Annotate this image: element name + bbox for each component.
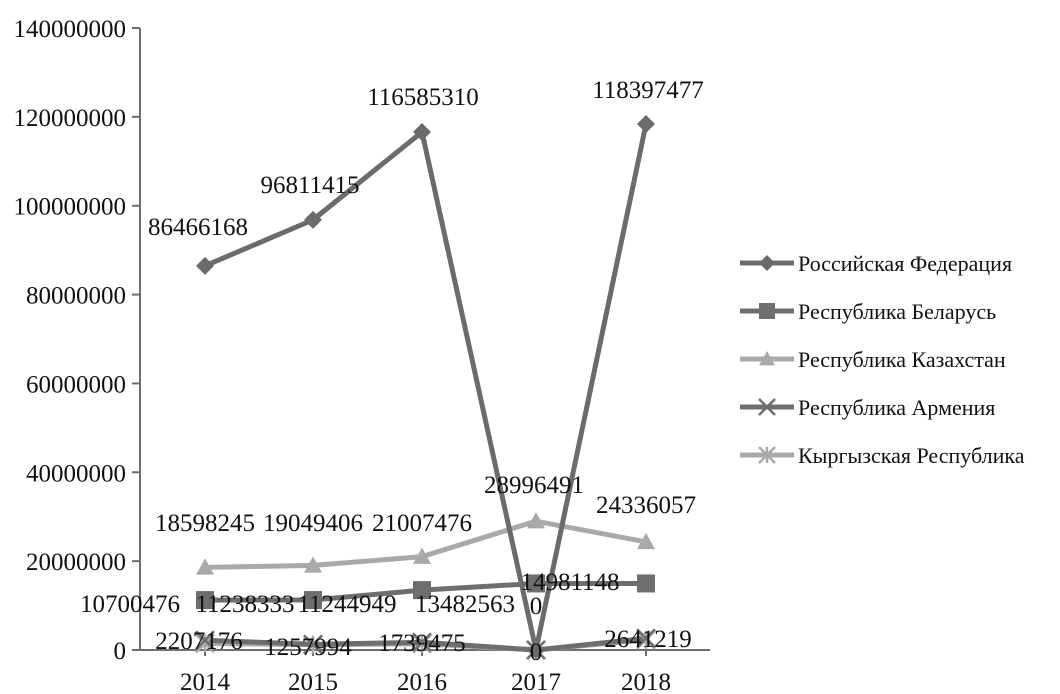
data-label: 28996491 bbox=[484, 472, 584, 499]
series-point bbox=[304, 210, 322, 229]
legend-item: Республика Беларусь bbox=[740, 299, 996, 324]
series-point bbox=[527, 641, 545, 659]
series-point bbox=[527, 512, 545, 529]
data-label: 96811415 bbox=[260, 172, 359, 199]
data-label: 18598245 bbox=[155, 510, 255, 537]
data-label: 0 bbox=[530, 639, 543, 666]
y-tick-label: 100000000 bbox=[14, 194, 127, 221]
y-tick-label: 0 bbox=[114, 638, 127, 665]
series-point bbox=[412, 632, 432, 653]
series-point bbox=[637, 532, 655, 550]
data-label: 118397477 bbox=[592, 77, 704, 104]
series-point bbox=[196, 558, 214, 575]
data-label: 10700476 bbox=[80, 591, 180, 618]
series-point bbox=[637, 114, 655, 133]
legend-marker bbox=[759, 303, 775, 319]
y-tick-label: 60000000 bbox=[26, 371, 126, 398]
data-label: 0 bbox=[530, 593, 543, 620]
series-point bbox=[196, 591, 214, 610]
series-point bbox=[413, 123, 431, 142]
data-label: 2207176 bbox=[155, 628, 243, 655]
legend-item: Российская Федерация bbox=[740, 251, 1012, 276]
series-markers bbox=[195, 114, 656, 660]
data-label: 13482563 bbox=[415, 591, 515, 618]
legend-item: Республика Армения bbox=[740, 395, 995, 420]
series-point bbox=[304, 591, 322, 610]
data-label: 1257994 bbox=[264, 634, 352, 661]
legend-marker bbox=[758, 398, 776, 416]
x-tick-label: 2015 bbox=[288, 669, 338, 694]
x-tick-label: 2017 bbox=[511, 669, 561, 694]
x-tick-label: 2014 bbox=[180, 669, 231, 694]
series-point bbox=[195, 630, 215, 651]
legend-label: Кыргызская Республика bbox=[798, 443, 1025, 468]
legend-item: Кыргызская Республика bbox=[740, 443, 1025, 468]
series-point bbox=[637, 574, 655, 593]
x-tick-label: 2016 bbox=[397, 669, 447, 694]
data-labels: 86466168 96811415 116585310 118397477 112383… bbox=[80, 77, 704, 666]
y-tick-label: 80000000 bbox=[26, 283, 126, 310]
y-tick-label: 120000000 bbox=[14, 105, 127, 132]
y-tick-label: 140000000 bbox=[14, 16, 127, 43]
series-point bbox=[413, 581, 431, 600]
legend-label: Республика Казахстан bbox=[798, 347, 1006, 372]
data-label: 116585310 bbox=[367, 84, 479, 111]
data-label: 86466168 bbox=[148, 214, 248, 241]
y-tick-label: 20000000 bbox=[26, 549, 126, 576]
legend-marker bbox=[759, 351, 775, 366]
data-label: 2641219 bbox=[604, 626, 692, 653]
series-point bbox=[413, 547, 431, 564]
legend-label: Российская Федерация bbox=[798, 251, 1012, 276]
data-label: 21007476 bbox=[372, 510, 472, 537]
data-label: 14981148 bbox=[520, 569, 619, 596]
series-point bbox=[527, 574, 545, 593]
data-label: 24336057 bbox=[596, 492, 696, 519]
legend-marker bbox=[758, 446, 776, 464]
series-point bbox=[195, 633, 215, 654]
series-point bbox=[196, 256, 214, 275]
data-label: 11244949 bbox=[297, 591, 396, 618]
data-label: 19049406 bbox=[263, 510, 363, 537]
axes: 0 20000000 40000000 60000000 80000000 1000000… bbox=[14, 16, 710, 694]
legend-label: Республика Беларусь bbox=[798, 299, 996, 324]
x-tick-label: 2018 bbox=[621, 669, 671, 694]
legend-marker bbox=[759, 255, 775, 271]
legend-label: Республика Армения bbox=[798, 395, 995, 420]
series-point bbox=[303, 634, 323, 655]
data-label: 1739475 bbox=[378, 630, 466, 657]
data-label: 11238333 bbox=[195, 591, 294, 618]
y-tick-label: 40000000 bbox=[26, 460, 126, 487]
series-point bbox=[304, 556, 322, 573]
legend: Российская Федерация Республика Беларусь Р… bbox=[740, 251, 1025, 468]
legend-item: Республика Казахстан bbox=[740, 347, 1006, 372]
series-point bbox=[636, 628, 656, 649]
